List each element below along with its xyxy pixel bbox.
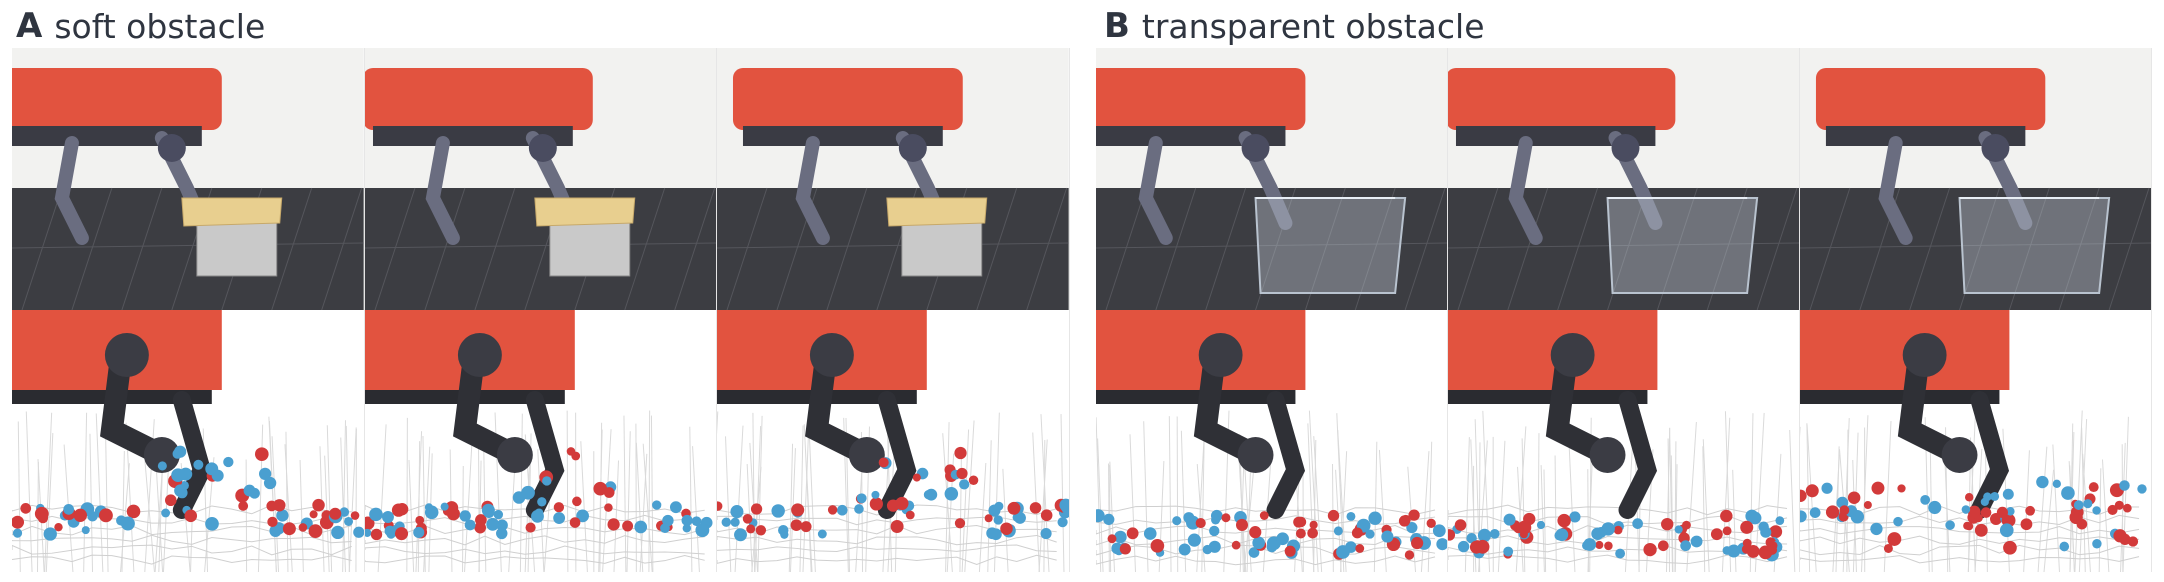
photo-frame-3 (1800, 48, 2152, 310)
simulation-frame-3 (717, 310, 1070, 572)
panel-label: soft obstacle (54, 6, 266, 46)
robot-photo-image (1096, 48, 1447, 310)
panel-letter: A (16, 6, 43, 46)
photo-frame-2 (1448, 48, 1800, 310)
elevation-map-image (1448, 310, 1799, 572)
photo-frame-1 (12, 48, 365, 310)
simulation-frame-2 (364, 310, 718, 572)
elevation-map-image (364, 310, 717, 572)
image-grid (1096, 48, 2152, 572)
robot-photo-image (717, 48, 1069, 310)
robot-photo-image (12, 48, 364, 310)
robot-photo-image (1448, 48, 1799, 310)
panel-label: transparent obstacle (1141, 6, 1485, 46)
simulation-frame-1 (1096, 310, 1448, 572)
simulation-frame-2 (1448, 310, 1800, 572)
robot-photo-image (364, 48, 717, 310)
panel-title: A soft obstacle (16, 4, 265, 48)
photo-frame-3 (717, 48, 1070, 310)
elevation-map-image (12, 310, 364, 572)
panel-letter: B (1104, 6, 1130, 46)
elevation-map-image (717, 310, 1069, 572)
image-grid (12, 48, 1070, 572)
elevation-map-image (1800, 310, 2151, 572)
panel-title: B transparent obstacle (1104, 4, 1485, 48)
elevation-map-image (1096, 310, 1447, 572)
simulation-frame-1 (12, 310, 365, 572)
photo-frame-2 (364, 48, 718, 310)
photo-frame-1 (1096, 48, 1448, 310)
robot-photo-image (1800, 48, 2151, 310)
simulation-frame-3 (1800, 310, 2152, 572)
